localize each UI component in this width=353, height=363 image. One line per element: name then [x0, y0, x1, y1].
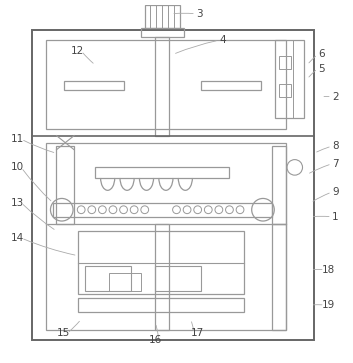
Bar	[46, 40, 286, 129]
Text: 15: 15	[57, 328, 70, 338]
Text: 12: 12	[71, 46, 84, 56]
Bar	[109, 273, 141, 291]
Bar	[275, 40, 304, 118]
Text: 6: 6	[318, 49, 324, 60]
Text: 18: 18	[322, 265, 335, 275]
Text: 19: 19	[322, 300, 335, 310]
Text: 2: 2	[332, 92, 339, 102]
Text: 13: 13	[11, 198, 24, 208]
Bar	[95, 167, 229, 178]
Bar	[279, 85, 291, 97]
Bar	[53, 203, 272, 217]
Bar	[32, 30, 314, 340]
Text: 9: 9	[332, 187, 339, 197]
Bar	[78, 231, 244, 294]
Bar	[155, 224, 169, 330]
Bar	[56, 146, 74, 224]
Text: 14: 14	[11, 233, 24, 243]
Bar	[145, 5, 180, 28]
Bar	[85, 266, 131, 291]
Text: 8: 8	[332, 141, 339, 151]
Bar	[155, 266, 201, 291]
Bar	[201, 81, 261, 90]
Text: 7: 7	[332, 159, 339, 169]
Text: 3: 3	[196, 9, 203, 19]
Text: 1: 1	[332, 212, 339, 222]
Text: 5: 5	[318, 64, 324, 74]
Text: 10: 10	[11, 162, 24, 172]
Bar	[78, 298, 244, 312]
Text: 4: 4	[219, 35, 226, 45]
Bar	[64, 81, 124, 90]
Bar	[46, 143, 286, 330]
Bar	[155, 37, 169, 136]
Text: 11: 11	[11, 134, 24, 144]
Bar	[141, 28, 184, 37]
Text: 17: 17	[191, 328, 204, 338]
Bar	[279, 56, 291, 69]
Bar	[272, 224, 286, 330]
Text: 16: 16	[149, 335, 162, 345]
Bar	[272, 146, 286, 224]
